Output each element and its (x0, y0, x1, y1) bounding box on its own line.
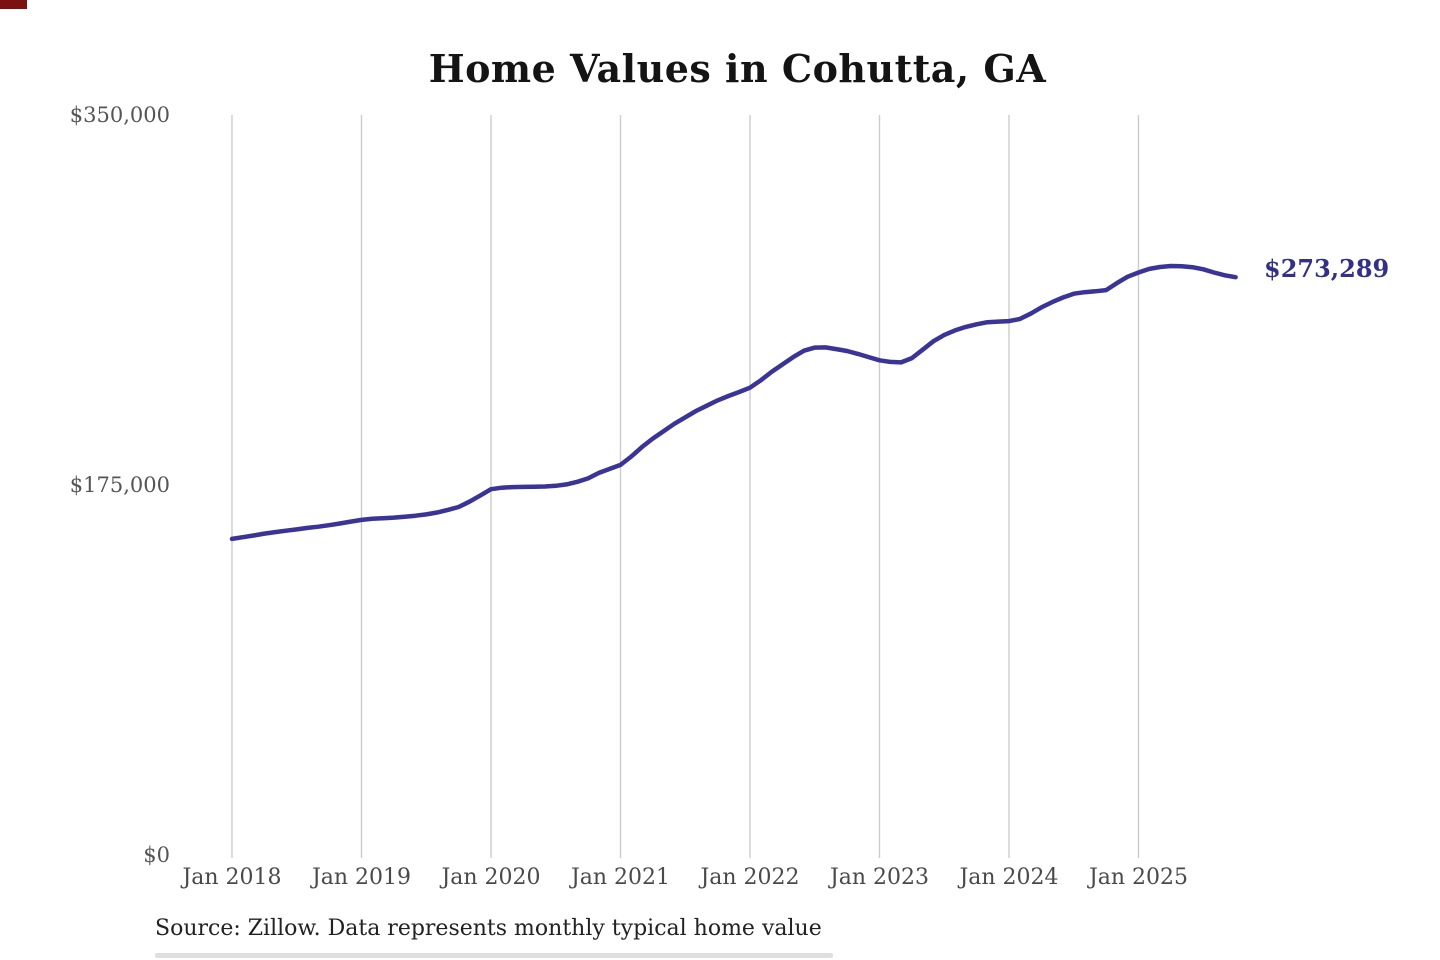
x-axis-label-jan-2022: Jan 2022 (698, 865, 799, 890)
home-value-series-line (229, 263, 1238, 542)
latest-value-label: $273,289 (1264, 254, 1390, 283)
x-axis-label-jan-2021: Jan 2021 (569, 865, 670, 890)
chart-title: Home Values in Cohutta, GA (428, 46, 1047, 91)
x-axis-label-jan-2024: Jan 2024 (957, 865, 1058, 890)
y-axis-label-175000: $175,000 (70, 473, 170, 497)
x-axis-label-jan-2025: Jan 2025 (1087, 865, 1188, 890)
x-axis-label-jan-2020: Jan 2020 (439, 865, 540, 890)
x-axis-label-jan-2023: Jan 2023 (828, 865, 929, 890)
y-axis-label-0: $0 (143, 843, 170, 867)
x-axis-label-jan-2019: Jan 2019 (310, 865, 411, 890)
cropped-text-artifact (155, 953, 833, 958)
y-axis-label-350000: $350,000 (70, 103, 170, 127)
screen-edge-artifact (0, 0, 27, 9)
source-note: Source: Zillow. Data represents monthly … (155, 916, 822, 941)
x-axis-label-jan-2018: Jan 2018 (180, 865, 281, 890)
